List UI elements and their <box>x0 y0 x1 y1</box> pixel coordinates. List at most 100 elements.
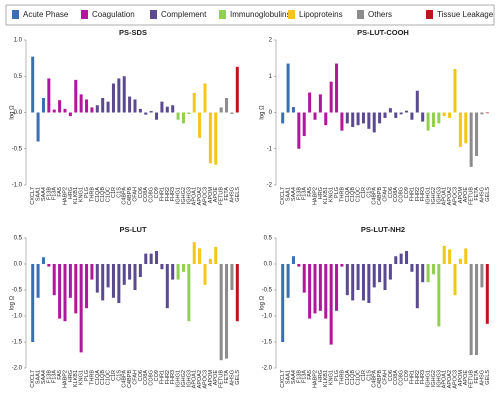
x-tick-label: IGHG3 <box>186 370 192 387</box>
x-tick-label: AHSG <box>229 187 235 203</box>
x-tick-label: APOE <box>463 370 469 386</box>
bar <box>405 251 409 264</box>
x-tick-label: HRG <box>68 187 74 199</box>
x-tick-label: CO6 <box>388 187 394 198</box>
bar <box>63 264 67 322</box>
x-tick-label: SAA4 <box>291 370 297 384</box>
x-tick-label: CO8A <box>143 370 149 385</box>
x-tick-label: APOA2 <box>197 370 203 388</box>
bar <box>410 264 414 272</box>
x-tick-label: C1S <box>116 187 122 198</box>
x-tick-label: HABP2 <box>62 370 68 388</box>
x-tick-label: C1QA <box>345 187 351 202</box>
x-tick-label: C1QB <box>100 370 106 385</box>
x-tick-label: CO9 <box>154 187 160 198</box>
bar <box>475 264 479 355</box>
bar <box>181 112 185 124</box>
x-tick-label: APOC3 <box>452 370 458 389</box>
x-tick-label: IGHG1 <box>426 187 432 204</box>
x-tick-label: CXCL7 <box>280 187 286 205</box>
bar <box>480 112 484 115</box>
bar <box>485 264 489 324</box>
bar <box>291 256 295 264</box>
y-tick-label: -1.0 <box>262 314 273 320</box>
y-tick-label: 0.5 <box>264 236 273 242</box>
bar <box>453 264 457 296</box>
bar <box>74 264 78 314</box>
x-tick-label: C4BPB <box>127 187 133 205</box>
x-tick-label: FHR2 <box>165 370 171 384</box>
legend-swatch <box>357 10 364 19</box>
x-tick-label: F13B <box>296 187 302 200</box>
bar <box>230 112 234 114</box>
legend-label: Coagulation <box>92 10 135 19</box>
bar <box>297 112 301 149</box>
x-tick-label: CO8A <box>393 370 399 385</box>
x-tick-label: CFAH <box>382 370 388 385</box>
x-tick-label: GELS <box>485 187 491 202</box>
bar <box>117 78 121 113</box>
bar <box>372 264 376 288</box>
bar <box>63 108 67 113</box>
x-tick-label: CO8A <box>393 187 399 202</box>
x-tick-label: HRG <box>68 370 74 382</box>
x-tick-label: PLG <box>84 187 90 198</box>
panel-title: PS-LUT-COOH <box>357 28 409 37</box>
bar <box>378 112 382 124</box>
bar <box>335 264 339 311</box>
bar <box>165 264 169 309</box>
x-tick-label: FHR1 <box>409 187 415 201</box>
bar <box>90 264 94 280</box>
bar <box>351 264 355 301</box>
bar <box>176 112 180 120</box>
x-tick-label: CO6 <box>388 370 394 381</box>
x-tick-label: C1QA <box>95 370 101 385</box>
bar <box>448 112 452 118</box>
x-tick-label: FHR3 <box>170 370 176 384</box>
x-tick-label: APOM <box>458 187 464 204</box>
bar <box>431 112 435 127</box>
x-tick-label: FETUB <box>219 187 225 205</box>
bar <box>405 110 409 113</box>
x-tick-label: APOC3 <box>202 370 208 389</box>
y-tick-label: -2 <box>267 183 273 189</box>
x-tick-label: KLKB1 <box>323 370 329 387</box>
x-tick-label: KNG1 <box>329 187 335 202</box>
x-tick-label: FHR2 <box>415 187 421 201</box>
x-tick-label: IGHG2 <box>431 370 437 387</box>
bar <box>351 112 355 127</box>
x-tick-label: FA5 <box>57 187 63 197</box>
x-tick-label: F13B <box>46 187 52 200</box>
x-tick-label: APOA1 <box>442 187 448 205</box>
x-tick-label: C4BPB <box>377 370 383 388</box>
y-tick-label: 2 <box>269 38 273 44</box>
x-tick-label: SAA4 <box>41 370 47 384</box>
x-tick-label: CO9 <box>404 187 410 198</box>
bar <box>79 264 83 353</box>
x-tick-label: C1S <box>366 187 372 198</box>
bar <box>308 92 312 113</box>
x-tick-label: FHR3 <box>420 187 426 201</box>
bar <box>58 100 62 113</box>
panel-title: PS-LUT-NH2 <box>361 225 405 234</box>
bar <box>415 264 419 309</box>
bar <box>47 78 51 113</box>
x-tick-label: APOE <box>463 187 469 203</box>
x-tick-label: THRB <box>339 370 345 385</box>
legend-label: Acute Phase <box>23 10 69 19</box>
bar <box>171 264 175 280</box>
y-tick-label: -0.5 <box>12 146 23 152</box>
x-tick-label: C1QA <box>95 187 101 202</box>
bar <box>399 112 403 115</box>
bar <box>286 63 290 113</box>
bar <box>367 264 371 303</box>
y-tick-label: 0.5 <box>14 236 23 242</box>
bar <box>340 112 344 131</box>
x-tick-label: CXCL7 <box>280 370 286 388</box>
y-tick-label: -2.0 <box>12 366 23 372</box>
legend-swatch <box>150 10 157 19</box>
bar <box>122 76 126 113</box>
legend-swatch <box>12 10 19 19</box>
bar <box>58 264 62 319</box>
